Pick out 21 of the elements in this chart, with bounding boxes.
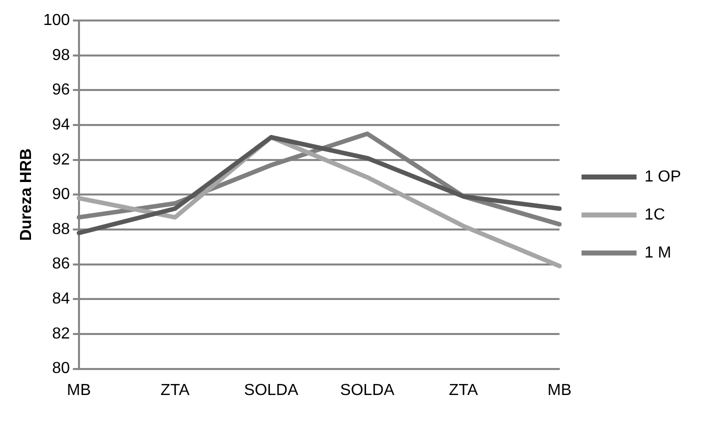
y-axis-title: Dureza HRB <box>18 148 36 241</box>
y-tick-label: 94 <box>52 116 70 134</box>
y-tick-label: 92 <box>52 151 70 168</box>
x-tick-label: MB <box>548 382 572 399</box>
y-tick-label: 84 <box>52 290 70 308</box>
y-tick-label: 86 <box>52 256 70 273</box>
x-tick-label: ZTA <box>448 382 478 399</box>
legend-label: 1 OP <box>644 168 682 186</box>
legend-label: 1C <box>644 206 665 224</box>
x-tick-label: ZTA <box>160 382 190 399</box>
y-tick-label: 90 <box>52 186 70 204</box>
x-tick-label: SOLDA <box>340 382 395 399</box>
legend-label: 1 M <box>644 244 672 262</box>
y-tick-label: 82 <box>52 325 70 342</box>
y-tick-label: 100 <box>43 12 70 30</box>
x-tick-label: SOLDA <box>244 382 299 399</box>
y-tick-label: 80 <box>52 360 70 378</box>
y-tick-label: 96 <box>52 82 70 99</box>
y-tick-label: 98 <box>52 46 70 64</box>
y-tick-label: 88 <box>52 220 70 238</box>
x-tick-label: MB <box>66 382 91 399</box>
